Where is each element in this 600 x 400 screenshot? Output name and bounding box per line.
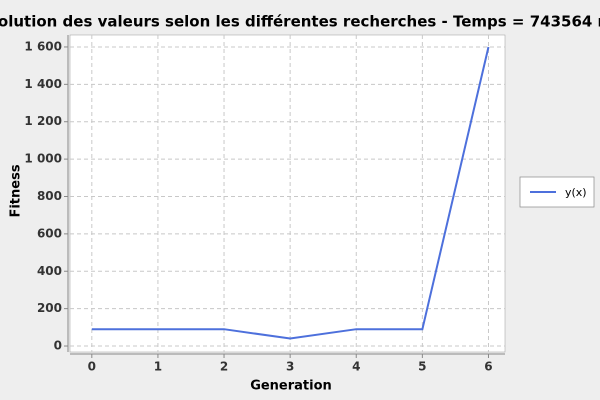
y-tick-label: 1 000	[24, 152, 62, 166]
x-tick-label: 2	[220, 360, 228, 374]
y-tick-label: 1 600	[24, 39, 62, 53]
x-axis-label: Generation	[250, 379, 332, 394]
x-tick-label: 4	[352, 360, 360, 374]
legend-label: y(x)	[565, 186, 587, 199]
x-tick-label: 1	[154, 360, 162, 374]
x-tick-label: 5	[418, 360, 426, 374]
x-tick-label: 6	[484, 360, 492, 374]
y-tick-label: 400	[37, 264, 62, 278]
y-tick-label: 0	[54, 339, 62, 353]
y-tick-label: 1 200	[24, 114, 62, 128]
data-line	[91, 46, 490, 340]
y-tick-label: 800	[37, 189, 62, 203]
y-tick-label: 1 400	[24, 77, 62, 91]
plot-area	[69, 34, 506, 353]
y-tick-label: 600	[37, 226, 62, 240]
y-axis-label: Fitness	[9, 164, 24, 217]
y-tick-label: 200	[37, 301, 62, 315]
x-tick-label: 3	[286, 360, 294, 374]
x-tick-label: 0	[88, 360, 96, 374]
chart-title: Évolution des valeurs selon les différen…	[0, 12, 600, 31]
